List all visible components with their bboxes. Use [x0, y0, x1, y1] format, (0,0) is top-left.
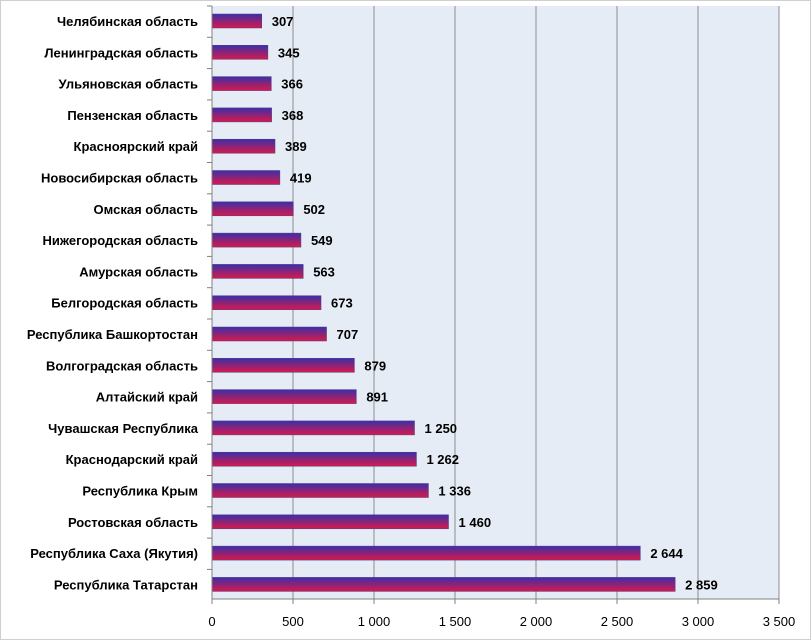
value-label: 879	[364, 358, 386, 373]
category-label: Пензенская область	[67, 108, 198, 123]
value-label: 2 859	[685, 577, 718, 592]
category-label: Нижегородская область	[42, 233, 198, 248]
bar	[211, 358, 355, 373]
bar	[211, 13, 262, 29]
category-label: Амурская область	[79, 264, 198, 279]
x-tick-label: 3 000	[682, 614, 715, 629]
value-label: 673	[331, 296, 353, 311]
x-tick-label: 3 500	[763, 614, 796, 629]
bar	[211, 45, 269, 60]
x-tick-label: 500	[282, 614, 304, 629]
category-label: Краснодарский край	[66, 452, 198, 467]
bar	[211, 264, 304, 279]
x-tick-label: 2 500	[601, 614, 634, 629]
category-label: Ульяновская область	[59, 77, 198, 92]
category-label: Волгоградская область	[46, 358, 198, 373]
bar	[211, 295, 322, 310]
value-label: 307	[272, 14, 294, 29]
category-label: Белгородская область	[51, 296, 198, 311]
value-label: 502	[303, 202, 325, 217]
bar	[211, 107, 272, 123]
value-label: 1 460	[459, 515, 492, 530]
category-label: Ленинградская область	[44, 45, 198, 60]
value-label: 549	[311, 233, 333, 248]
value-label: 345	[278, 45, 300, 60]
x-tick-label: 2 000	[520, 614, 553, 629]
bar	[211, 232, 302, 248]
value-label: 891	[366, 390, 388, 405]
value-label: 707	[337, 327, 359, 342]
category-label: Республика Татарстан	[54, 577, 198, 592]
bar	[211, 201, 294, 217]
x-tick-label: 1 000	[358, 614, 391, 629]
bar	[211, 326, 327, 342]
value-label: 389	[285, 139, 307, 154]
bar	[211, 451, 417, 467]
category-label: Республика Крым	[82, 484, 198, 499]
value-label: 366	[281, 77, 303, 92]
bar	[211, 514, 449, 530]
bar	[211, 76, 272, 91]
bars	[211, 13, 676, 592]
category-label: Чувашская Республика	[48, 421, 199, 436]
category-label: Новосибирская область	[41, 171, 198, 186]
category-label: Челябинская область	[57, 14, 198, 29]
value-label: 563	[313, 264, 335, 279]
value-label: 2 644	[650, 546, 683, 561]
bar	[211, 138, 276, 154]
bar	[211, 577, 676, 592]
value-label: 1 250	[425, 421, 458, 436]
gridlines	[292, 6, 780, 599]
value-label: 419	[290, 171, 312, 186]
bar	[211, 389, 357, 404]
category-label: Республика Башкортостан	[27, 327, 198, 342]
category-label: Республика Саха (Якутия)	[30, 546, 198, 561]
category-label: Ростовская область	[68, 515, 198, 530]
bar	[211, 483, 429, 498]
labels: 0 500 1 000 1 500 2 000 2 500 3 000 3 500 Челяби…	[27, 14, 795, 629]
bar	[211, 170, 281, 185]
category-label: Красноярский край	[74, 139, 198, 154]
bar	[211, 420, 415, 436]
axes	[207, 5, 780, 604]
bar	[211, 545, 641, 561]
category-label: Омская область	[94, 202, 198, 217]
x-tick-label: 0	[208, 614, 215, 629]
x-tick-label: 1 500	[439, 614, 472, 629]
value-label: 368	[282, 108, 304, 123]
category-label: Алтайский край	[96, 390, 198, 405]
value-label: 1 262	[426, 452, 459, 467]
value-label: 1 336	[438, 484, 471, 499]
